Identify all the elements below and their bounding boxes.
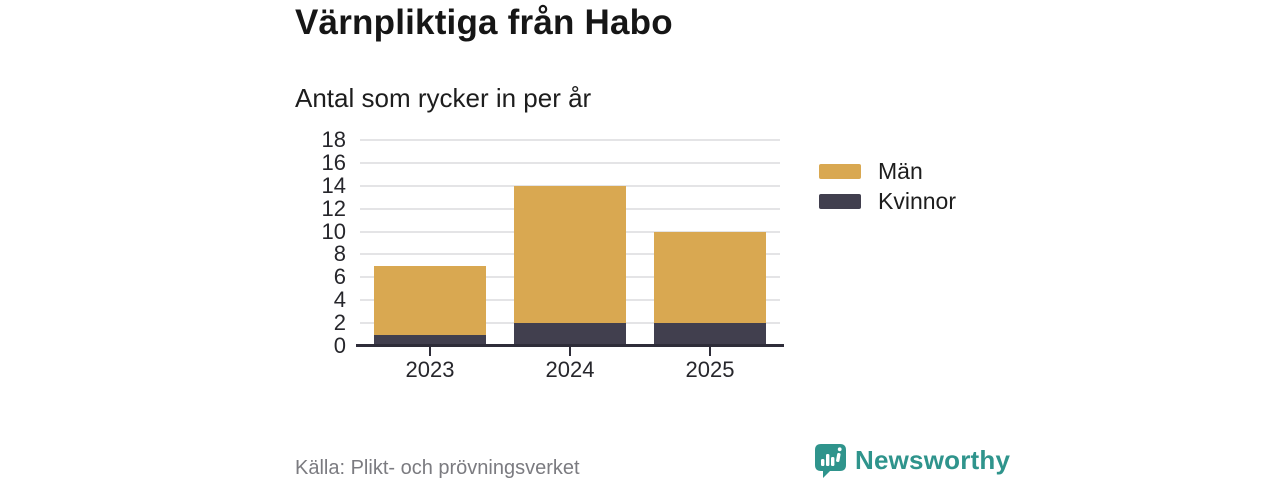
legend-item-Män: Män xyxy=(819,156,956,186)
newsworthy-logo-icon xyxy=(815,444,846,478)
legend: Män Kvinnor xyxy=(819,156,956,216)
legend-swatch xyxy=(819,193,861,209)
newsworthy-wordmark: Newsworthy xyxy=(855,445,1011,475)
x-tick-2023 xyxy=(429,347,431,356)
bar-2023-Män xyxy=(374,265,486,335)
legend-label: Män xyxy=(878,157,923,184)
x-tick-label: 2023 xyxy=(405,357,455,382)
gridline-y16 xyxy=(360,161,780,164)
y-tick-label: 4 xyxy=(333,287,346,313)
legend-item-Kvinnor: Kvinnor xyxy=(819,186,956,216)
bar-2025-Män xyxy=(654,231,766,324)
x-tick-2024 xyxy=(569,347,571,356)
source-note: Källa: Plikt- och prövningsverket xyxy=(295,457,580,479)
y-tick-label: 12 xyxy=(321,195,346,221)
y-tick-label: 18 xyxy=(321,127,346,152)
legend-swatch xyxy=(819,163,861,179)
y-tick-label: 8 xyxy=(333,241,346,267)
chart-subtitle: Antal som rycker in per år xyxy=(295,83,592,113)
x-axis-line xyxy=(356,344,784,347)
y-tick-label: 10 xyxy=(321,218,346,244)
x-tick-label: 2025 xyxy=(685,357,735,382)
y-tick-label: 14 xyxy=(321,172,346,198)
bar-2025-Kvinnor xyxy=(654,323,766,346)
legend-label: Kvinnor xyxy=(878,187,956,214)
newsworthy-brand: Newsworthy xyxy=(814,443,1010,478)
y-tick-label: 0 xyxy=(333,333,346,358)
bar-2024-Män xyxy=(514,185,626,324)
bar-2024-Kvinnor xyxy=(514,323,626,346)
x-tick-2025 xyxy=(709,347,711,356)
y-tick-label: 16 xyxy=(321,149,346,175)
x-tick-label: 2024 xyxy=(545,357,595,382)
y-tick-label: 6 xyxy=(333,264,346,290)
plot-area: 0 2 4 6 8 10 12 14 16 18 2023 2024 2025 xyxy=(322,127,784,382)
chart-title: Värnpliktiga från Habo xyxy=(295,3,673,42)
y-tick-label: 2 xyxy=(333,310,346,336)
gridline-y18 xyxy=(360,139,780,141)
bar-2023-Kvinnor xyxy=(374,334,486,346)
